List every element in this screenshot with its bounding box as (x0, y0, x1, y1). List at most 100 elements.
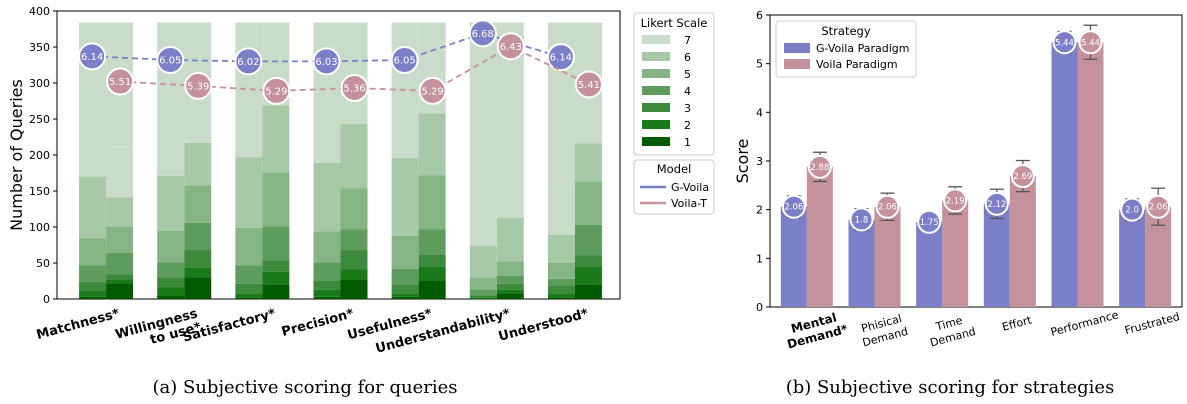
bar-segment (184, 267, 212, 278)
bar-segment (157, 175, 185, 231)
bar-segment (184, 222, 212, 250)
bar-value-label: 2.19 (946, 196, 965, 206)
bar-segment (235, 297, 263, 299)
bar-segment (469, 295, 497, 298)
bar-segment (340, 22, 368, 125)
bar-segment (469, 289, 497, 296)
point-label: 6.02 (237, 57, 259, 68)
likert-level-label: 1 (684, 136, 691, 149)
bar-segment (418, 266, 446, 281)
bar-segment (313, 262, 341, 281)
series-point (78, 42, 107, 71)
bar-segment (496, 217, 524, 262)
likert-swatch (642, 69, 670, 78)
bar (1009, 176, 1036, 307)
bar-segment (235, 22, 263, 158)
series-point (340, 74, 369, 103)
y-tick-label: 2 (756, 204, 763, 217)
bar-segment (547, 297, 575, 299)
bar-segment (184, 277, 212, 299)
bar-segment (340, 250, 368, 270)
bar-segment (157, 287, 185, 296)
bar-segment (79, 296, 107, 299)
bar-segment (313, 162, 341, 232)
point-label: 6.14 (550, 53, 572, 64)
bar-segment (313, 296, 341, 299)
likert-swatch (642, 103, 670, 112)
series-point (546, 43, 575, 72)
bar-segment (496, 275, 524, 284)
bar-segment (469, 22, 497, 246)
x-tick-label: Effort (1001, 313, 1034, 334)
bar-value-label: 2.88 (810, 163, 829, 173)
bar-segment (262, 226, 290, 261)
series-point (184, 71, 213, 100)
bar-segment (496, 261, 524, 276)
bar-value-label: 1.75 (920, 218, 939, 228)
bar (1051, 42, 1078, 308)
bar-point (807, 154, 832, 179)
series-point (156, 45, 185, 74)
bar-segment (340, 229, 368, 251)
likert-swatch (642, 52, 670, 61)
bar (916, 221, 943, 307)
bar (1077, 42, 1104, 308)
bar-segment (157, 22, 185, 176)
likert-swatch (642, 137, 670, 146)
bar (780, 206, 807, 307)
bar-segment (184, 249, 212, 268)
bar (848, 219, 875, 307)
y-tick-label: 1 (756, 252, 763, 265)
bar-value-label: 2.06 (784, 203, 803, 213)
bar-segment (574, 284, 602, 299)
bar-segment (418, 175, 446, 230)
bar-segment (313, 231, 341, 263)
x-tick-label: Frustrated (1123, 310, 1181, 337)
likert-level-label: 4 (684, 85, 691, 98)
bar-point (875, 194, 900, 219)
bar-segment (418, 113, 446, 176)
y-tick-label: 400 (29, 5, 50, 18)
likert-level-label: 5 (684, 68, 691, 81)
bar-point (849, 207, 874, 232)
bar-value-label: 2.06 (1149, 203, 1168, 213)
strategy-legend-label: Voila Paradigm (816, 58, 898, 71)
bar-segment (106, 274, 134, 280)
series-point (390, 45, 419, 74)
likert-level-label: 7 (684, 34, 691, 47)
bar-segment (418, 281, 446, 299)
y-tick-label: 0 (43, 293, 50, 306)
series-point (418, 76, 447, 105)
model-legend-title: Model (657, 162, 692, 176)
bar-point (781, 194, 806, 219)
bar-point (1052, 30, 1077, 55)
bar-value-label: 5.44 (1055, 38, 1074, 48)
bar-point (1146, 194, 1171, 219)
bar-segment (313, 289, 341, 297)
y-tick-label: 250 (29, 113, 50, 126)
bar-segment (262, 260, 290, 272)
bar-segment (106, 252, 134, 275)
bar-segment (418, 254, 446, 267)
bar-segment (79, 290, 107, 297)
bar-segment (496, 283, 524, 290)
bar (942, 200, 969, 307)
x-tick-label: Understandability* (374, 306, 512, 356)
point-label: 5.29 (265, 86, 287, 97)
bar-segment (340, 279, 368, 299)
bar-segment (574, 181, 602, 225)
bar-segment (574, 224, 602, 256)
bar (874, 206, 901, 307)
bar-segment (262, 271, 290, 285)
bar-segment (235, 265, 263, 284)
bar-segment (184, 142, 212, 186)
series-point (234, 47, 263, 76)
likert-level-label: 3 (684, 102, 691, 115)
bar (983, 203, 1010, 307)
likert-legend (633, 12, 715, 156)
bar-segment (235, 283, 263, 294)
likert-level-label: 6 (684, 51, 691, 64)
bar-segment (469, 277, 497, 290)
likert-swatch (642, 35, 670, 44)
